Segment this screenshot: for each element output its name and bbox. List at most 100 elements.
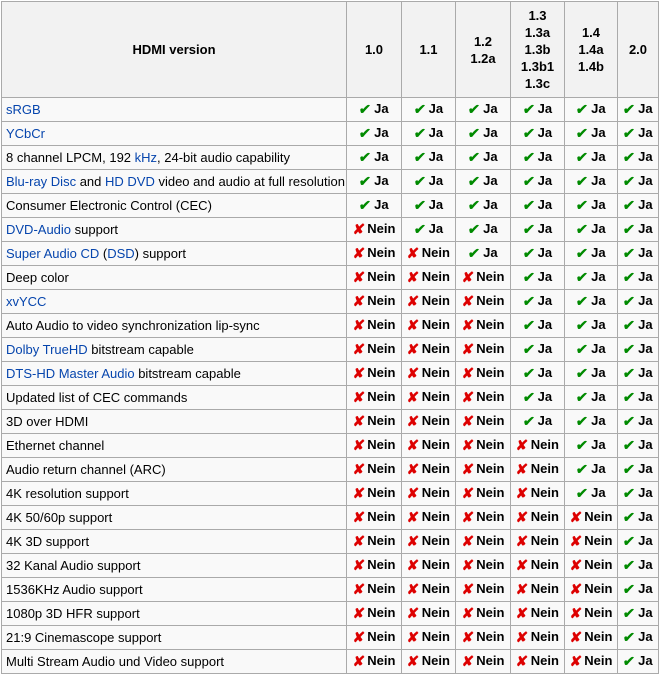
cross-icon: ✘: [515, 629, 529, 645]
check-icon: ✔: [522, 413, 536, 429]
yes-cell: ✔ Ja: [510, 193, 565, 218]
no-cell: ✘ Nein: [455, 265, 511, 290]
yes-cell: ✔ Ja: [455, 97, 511, 122]
check-icon: ✔: [622, 605, 637, 621]
yes-cell: ✔ Ja: [510, 409, 565, 434]
value-label: Ja: [537, 365, 553, 380]
no-cell: ✘ Nein: [564, 529, 618, 554]
feature-cell: Updated list of CEC commands: [1, 385, 347, 410]
feature-link[interactable]: YCbCr: [6, 126, 46, 141]
table-header-row: HDMI version 1.0 1.1 1.2 1.2a 1.3 1.3a 1.3b 1.3…: [1, 1, 659, 98]
no-cell: ✘ Nein: [401, 337, 456, 362]
check-icon: ✔: [522, 245, 536, 261]
feature-link[interactable]: Blu-ray Disc: [6, 174, 77, 189]
value-label: Ja: [537, 125, 553, 140]
no-cell: ✘ Nein: [346, 361, 402, 386]
value-label: Nein: [476, 461, 505, 476]
cross-icon: ✘: [351, 653, 366, 669]
table-row: 1536KHz Audio support ✘ Nein ✘ Nein ✘ Nein ✘ Nei…: [1, 577, 659, 602]
table-row: Consumer Electronic Control (CEC) ✔ Ja ✔ Ja ✔…: [1, 193, 659, 218]
no-cell: ✘ Nein: [346, 433, 402, 458]
check-icon: ✔: [413, 197, 427, 213]
feature-link[interactable]: Super Audio CD: [6, 246, 100, 261]
cross-icon: ✘: [406, 509, 420, 525]
yes-cell: ✔ Ja: [617, 433, 659, 458]
feature-link[interactable]: DSD: [107, 246, 135, 261]
value-label: Nein: [367, 509, 396, 524]
no-cell: ✘ Nein: [455, 529, 511, 554]
cross-icon: ✘: [568, 653, 583, 669]
version-label: 1.3: [528, 8, 547, 23]
value-label: Nein: [476, 317, 505, 332]
cross-icon: ✘: [351, 317, 366, 333]
yes-cell: ✔ Ja: [401, 169, 456, 194]
feature-text: Multi Stream Audio und Video support: [6, 654, 225, 669]
yes-cell: ✔ Ja: [401, 193, 456, 218]
yes-cell: ✔ Ja: [455, 241, 511, 266]
cross-icon: ✘: [351, 413, 366, 429]
check-icon: ✔: [622, 413, 637, 429]
cross-icon: ✘: [351, 293, 366, 309]
yes-cell: ✔ Ja: [617, 577, 659, 602]
value-label: Ja: [483, 221, 498, 236]
no-cell: ✘ Nein: [455, 361, 511, 386]
cross-icon: ✘: [515, 461, 529, 477]
value-label: Ja: [428, 125, 444, 140]
value-label: Ja: [638, 557, 653, 572]
check-icon: ✔: [575, 341, 590, 357]
yes-cell: ✔ Ja: [564, 457, 618, 482]
yes-cell: ✔ Ja: [617, 409, 659, 434]
yes-cell: ✔ Ja: [455, 217, 511, 242]
check-icon: ✔: [522, 365, 536, 381]
value-label: Ja: [591, 461, 606, 476]
no-cell: ✘ Nein: [346, 553, 402, 578]
cross-icon: ✘: [460, 653, 475, 669]
check-icon: ✔: [467, 125, 482, 141]
feature-link[interactable]: HD DVD: [105, 174, 155, 189]
table-row: 4K 3D support ✘ Nein ✘ Nein ✘ Nein ✘ Nein ✘ Nein ✔ J…: [1, 529, 659, 554]
feature-link[interactable]: Dolby TrueHD: [6, 342, 88, 357]
value-label: Nein: [421, 293, 450, 308]
value-label: Ja: [428, 197, 444, 212]
version-label: 1.3c: [524, 76, 551, 91]
feature-cell: Audio return channel (ARC): [1, 457, 347, 482]
table-row: Ethernet channel ✘ Nein ✘ Nein ✘ Nein ✘ Nein ✔ Ja ✔…: [1, 433, 659, 458]
value-label: Nein: [367, 293, 396, 308]
value-label: Ja: [483, 101, 498, 116]
no-cell: ✘ Nein: [346, 457, 402, 482]
yes-cell: ✔ Ja: [455, 121, 511, 146]
cross-icon: ✘: [515, 605, 529, 621]
value-label: Ja: [374, 125, 389, 140]
cross-icon: ✘: [460, 605, 475, 621]
feature-link[interactable]: xvYCC: [6, 294, 47, 309]
value-label: Nein: [476, 653, 505, 668]
value-label: Nein: [367, 557, 396, 572]
no-cell: ✘ Nein: [455, 649, 511, 674]
feature-link[interactable]: sRGB: [6, 102, 41, 117]
check-icon: ✔: [467, 197, 482, 213]
value-label: Nein: [367, 245, 396, 260]
yes-cell: ✔ Ja: [617, 313, 659, 338]
yes-cell: ✔ Ja: [510, 313, 565, 338]
check-icon: ✔: [575, 197, 590, 213]
version-column-header: 1.4 1.4a 1.4b: [564, 1, 618, 98]
value-label: Nein: [476, 293, 505, 308]
yes-cell: ✔ Ja: [617, 601, 659, 626]
no-cell: ✘ Nein: [455, 601, 511, 626]
value-label: Nein: [421, 485, 450, 500]
value-label: Nein: [421, 389, 450, 404]
value-label: Nein: [421, 341, 450, 356]
feature-link[interactable]: DVD-Audio: [6, 222, 72, 237]
cross-icon: ✘: [568, 533, 583, 549]
feature-cell: 1080p 3D HFR support: [1, 601, 347, 626]
feature-text: 32 Kanal Audio support: [6, 558, 141, 573]
check-icon: ✔: [622, 317, 637, 333]
yes-cell: ✔ Ja: [564, 433, 618, 458]
value-label: Nein: [421, 653, 450, 668]
feature-link[interactable]: DTS-HD Master Audio: [6, 366, 135, 381]
yes-cell: ✔ Ja: [510, 361, 565, 386]
cross-icon: ✘: [406, 245, 420, 261]
no-cell: ✘ Nein: [401, 385, 456, 410]
feature-link[interactable]: kHz: [134, 150, 158, 165]
value-label: Nein: [421, 245, 450, 260]
